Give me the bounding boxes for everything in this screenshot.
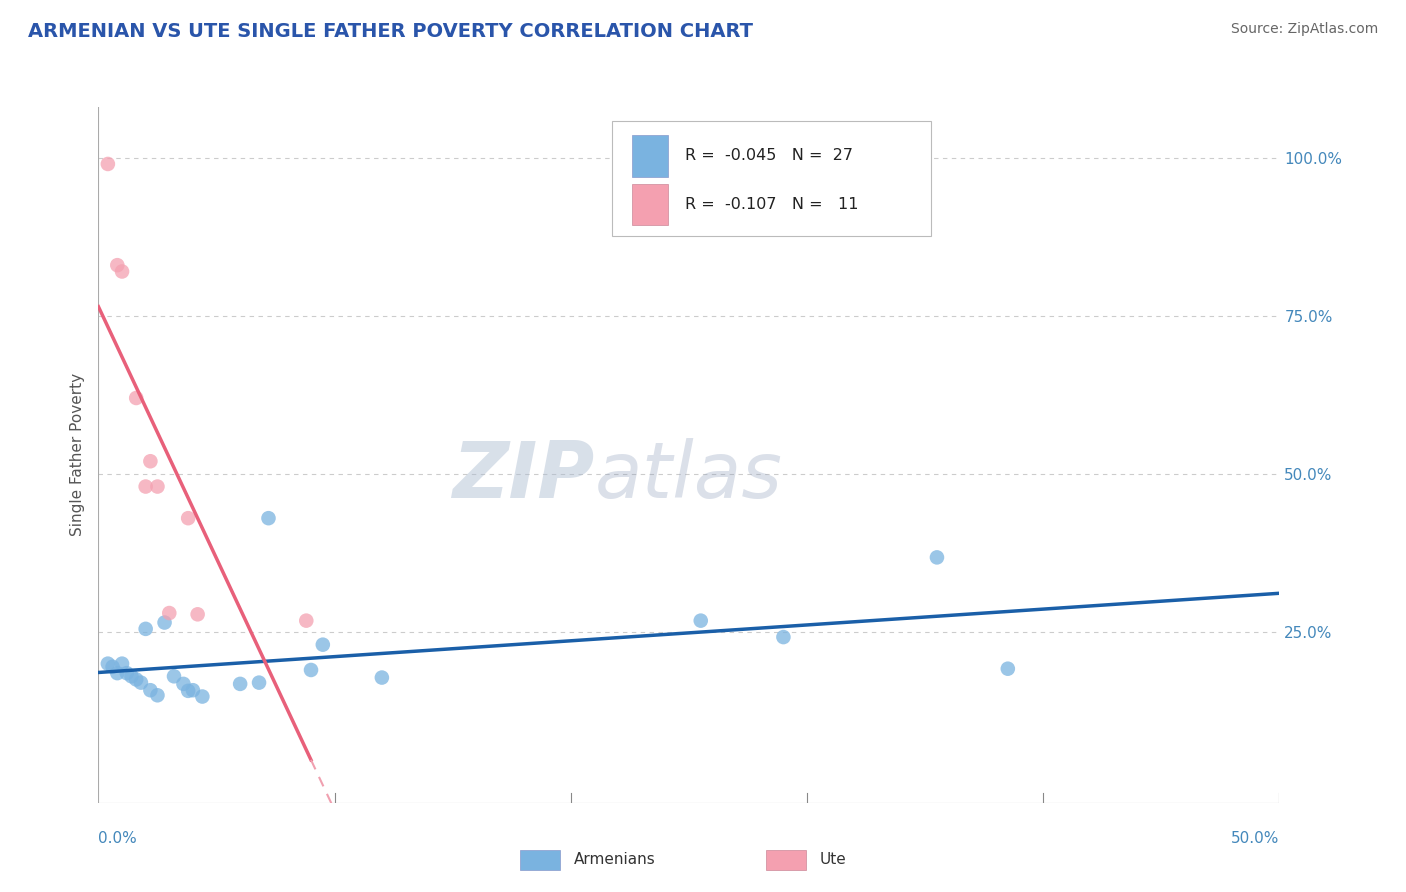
- Point: [121, 669, 143, 683]
- Point: [187, 607, 209, 622]
- Text: R =  -0.045   N =  27: R = -0.045 N = 27: [685, 148, 853, 163]
- FancyBboxPatch shape: [633, 184, 668, 226]
- Point: [105, 666, 128, 681]
- Point: [97, 157, 120, 171]
- Point: [689, 614, 711, 628]
- Point: [135, 622, 157, 636]
- Point: [181, 683, 204, 698]
- Text: 50.0%: 50.0%: [1232, 831, 1279, 846]
- Point: [247, 675, 270, 690]
- Point: [101, 660, 124, 674]
- Point: [299, 663, 322, 677]
- Point: [129, 675, 152, 690]
- Point: [111, 264, 134, 278]
- Point: [172, 677, 194, 691]
- Point: [997, 662, 1019, 676]
- Point: [229, 677, 252, 691]
- Text: 0.0%: 0.0%: [98, 831, 138, 846]
- Text: Source: ZipAtlas.com: Source: ZipAtlas.com: [1230, 22, 1378, 37]
- Point: [125, 673, 148, 687]
- Point: [146, 688, 169, 702]
- Point: [139, 683, 162, 698]
- Point: [257, 511, 280, 525]
- Point: [295, 614, 318, 628]
- Point: [177, 683, 200, 698]
- Point: [135, 479, 157, 493]
- Point: [105, 258, 128, 272]
- Point: [125, 391, 148, 405]
- Y-axis label: Single Father Poverty: Single Father Poverty: [70, 374, 86, 536]
- Point: [312, 638, 335, 652]
- Point: [177, 511, 200, 525]
- Text: ZIP: ZIP: [453, 438, 595, 514]
- Point: [115, 666, 138, 681]
- Point: [191, 690, 214, 704]
- Text: atlas: atlas: [595, 438, 782, 514]
- Text: ARMENIAN VS UTE SINGLE FATHER POVERTY CORRELATION CHART: ARMENIAN VS UTE SINGLE FATHER POVERTY CO…: [28, 22, 754, 41]
- Point: [146, 479, 169, 493]
- Text: R =  -0.107   N =   11: R = -0.107 N = 11: [685, 197, 859, 212]
- Point: [157, 606, 180, 620]
- Point: [111, 657, 134, 671]
- Point: [139, 454, 162, 468]
- Point: [97, 657, 120, 671]
- Text: Armenians: Armenians: [574, 853, 655, 867]
- Point: [163, 669, 186, 683]
- FancyBboxPatch shape: [612, 121, 931, 235]
- Point: [153, 615, 176, 630]
- Point: [772, 630, 794, 644]
- Point: [371, 671, 394, 685]
- Text: Ute: Ute: [820, 853, 846, 867]
- Point: [925, 550, 948, 565]
- FancyBboxPatch shape: [633, 135, 668, 177]
